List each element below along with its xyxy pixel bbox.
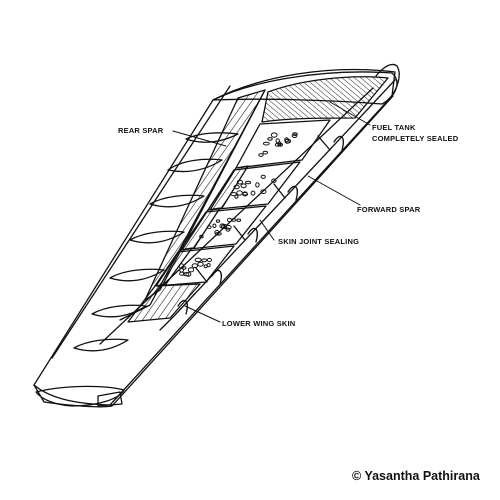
sealant-dot (206, 257, 212, 263)
lower-wing-skin (33, 95, 394, 408)
tank-bay (207, 161, 301, 211)
sealant-dot (227, 217, 232, 223)
sealant-dot (284, 138, 292, 144)
sealant-dot (212, 223, 217, 229)
sealant-dot (203, 264, 208, 269)
sealant-dot (233, 184, 240, 190)
sealant-dot (258, 153, 264, 157)
sealant-dot (255, 182, 260, 188)
rear-spar-label: REAR SPAR (118, 126, 164, 135)
sealant-dot (260, 189, 267, 194)
fuel-tank-top (261, 76, 389, 123)
sealant-dot (262, 150, 269, 155)
forward-spar-leader (307, 175, 361, 206)
skin-joint-leader (259, 219, 275, 241)
upper-wing-skin (33, 68, 396, 406)
sealant-dot (187, 267, 195, 273)
tank-bay (179, 205, 267, 251)
tank-bay (235, 119, 331, 169)
sealant-dot (194, 257, 202, 263)
copyright-credit: © Yasantha Pathirana (352, 469, 480, 483)
forward-spar-label: FORWARD SPAR (357, 205, 421, 214)
tank-sealant-stipple (178, 132, 298, 277)
sealant-dot (242, 191, 249, 197)
sealant-dot (291, 133, 298, 139)
sealant-dot (250, 190, 256, 196)
forward-spar (159, 79, 396, 331)
sealant-dot (179, 271, 185, 276)
sealant-dot (236, 179, 243, 185)
sealant-dot (179, 267, 185, 273)
sealant-dot (185, 271, 192, 277)
sealant-dot (236, 218, 242, 222)
sealant-dot (191, 263, 199, 269)
fuel-tank-leader (329, 101, 371, 126)
sealant-dot (260, 174, 266, 179)
sealant-dot (245, 180, 252, 185)
sealant-dot (224, 224, 232, 230)
sealant-dot (222, 223, 228, 230)
rear-spar-leader (172, 130, 227, 147)
rib (73, 338, 129, 352)
sealant-dot (199, 234, 204, 239)
wing-root-airfoil (35, 385, 125, 407)
sealant-dot (201, 258, 208, 263)
sealant-dot (267, 137, 273, 141)
sealant-dot (214, 229, 220, 236)
sealant-dot (219, 223, 226, 229)
sealant-dot (271, 178, 277, 183)
sealant-dot (231, 218, 237, 222)
sealant-dot (262, 141, 270, 146)
sealant-dot (230, 192, 238, 197)
trailing-edge (51, 85, 231, 359)
lower-skin-leader (184, 305, 221, 323)
sealant-dot (197, 261, 204, 267)
sealant-dot (270, 132, 278, 138)
sealant-dot (225, 227, 231, 232)
sealant-dot (215, 219, 221, 223)
sealant-dot (206, 225, 212, 230)
skin-joint-sealing-label: SKIN JOINT SEALING (278, 237, 359, 246)
sealant-dot (240, 183, 247, 189)
sealant-dot (236, 190, 243, 196)
fuel-tank-sealed-label: COMPLETELY SEALED (372, 134, 459, 143)
sealant-dot (284, 137, 289, 143)
tank-bay (154, 245, 235, 287)
fuel-tank-label: FUEL TANK (372, 123, 416, 132)
lower-wing-skin-label: LOWER WING SKIN (222, 319, 295, 328)
sealant-dot (275, 138, 280, 144)
